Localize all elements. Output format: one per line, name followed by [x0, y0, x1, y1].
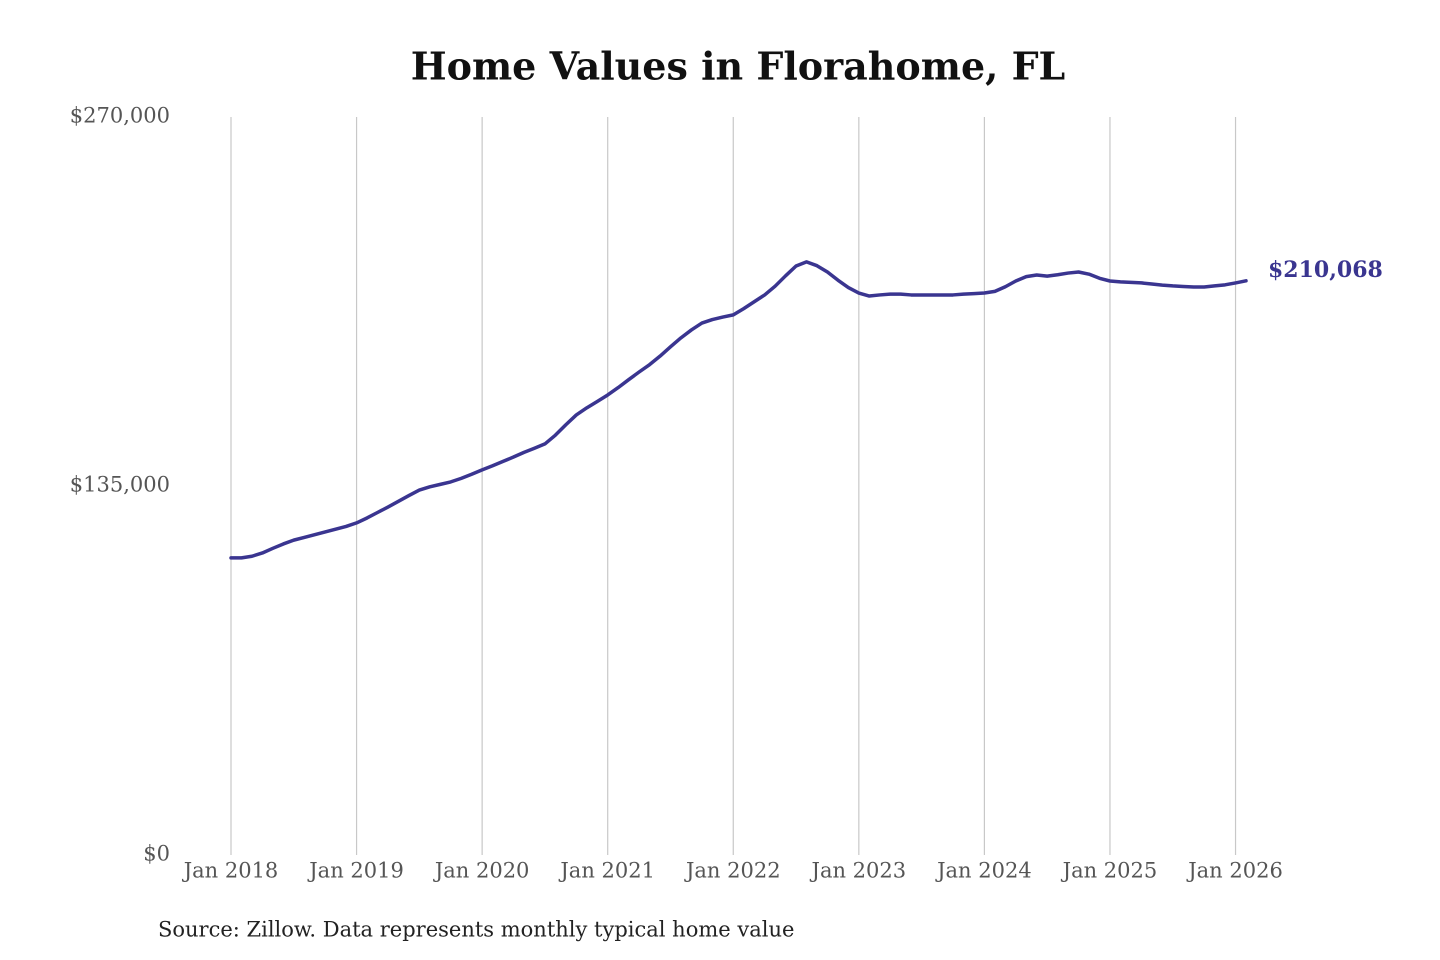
chart-title: Home Values in Florahome, FL: [411, 44, 1066, 89]
y-tick-label: $135,000: [70, 473, 170, 497]
x-tick-label: Jan 2024: [935, 859, 1032, 883]
y-tick-label: $270,000: [70, 104, 170, 128]
x-tick-label: Jan 2023: [810, 859, 907, 883]
x-tick-label: Jan 2025: [1061, 859, 1158, 883]
x-tick-label: Jan 2026: [1186, 859, 1283, 883]
line: [229, 260, 1248, 560]
source-note: Source: Zillow. Data represents monthly …: [158, 918, 794, 942]
x-tick-label: Jan 2020: [433, 859, 530, 883]
x-tick-label: Jan 2022: [684, 859, 781, 883]
end-value-label: $210,068: [1268, 257, 1383, 283]
x-tick-label: Jan 2018: [182, 859, 279, 883]
x-tick-label: Jan 2021: [558, 859, 655, 883]
x-tick-label: Jan 2019: [307, 859, 404, 883]
y-tick-label: $0: [143, 842, 170, 866]
